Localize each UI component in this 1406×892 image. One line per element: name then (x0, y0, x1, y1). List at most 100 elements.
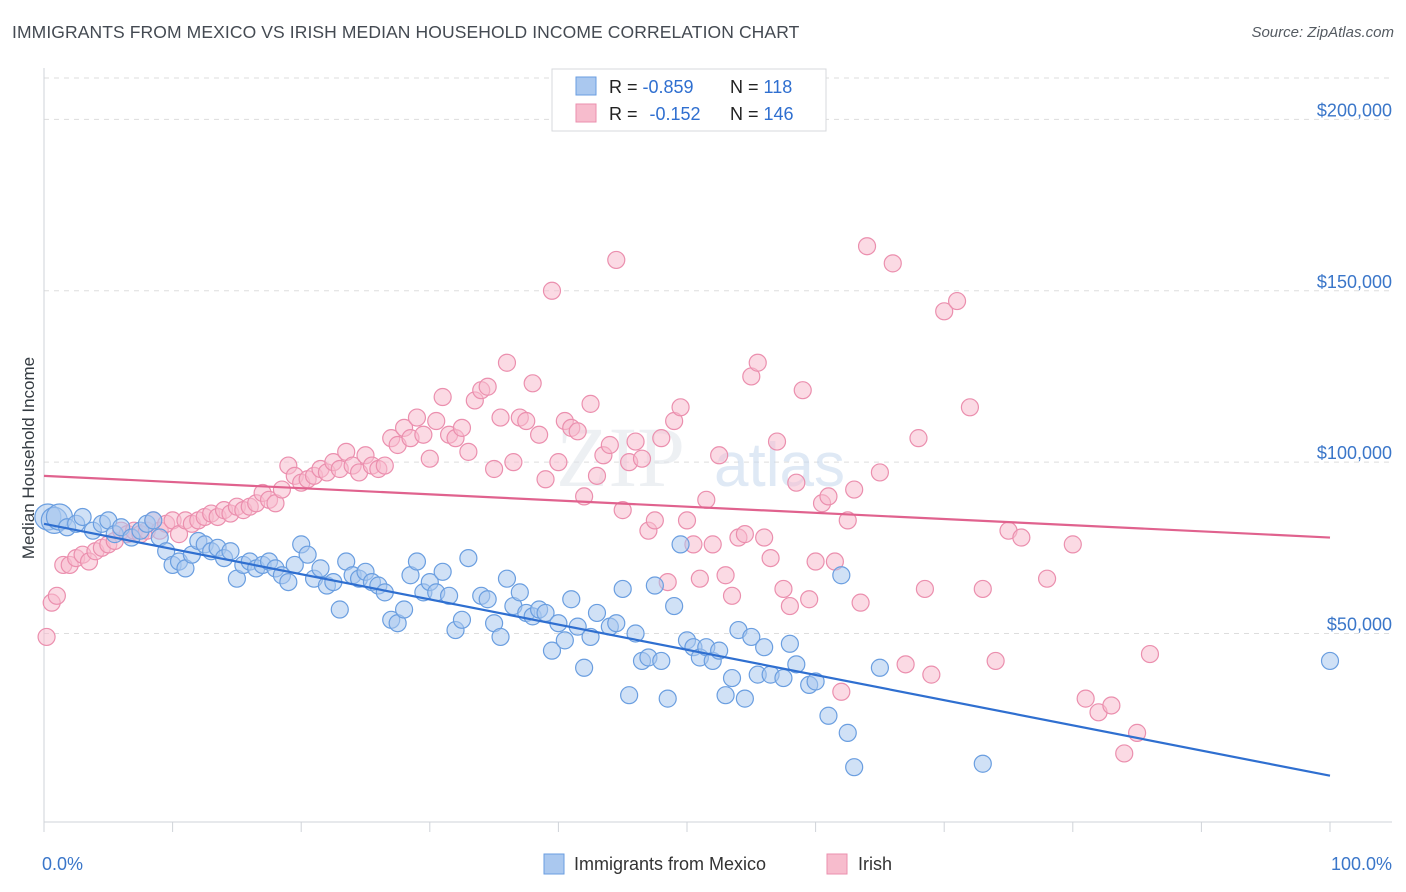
irish-trend-line (43, 474, 1331, 539)
irish-point-142 (1037, 569, 1057, 588)
irish-point-124 (832, 682, 851, 701)
mexico-point-5 (73, 507, 92, 527)
irish-point-59 (414, 425, 433, 444)
irish-point-141 (1012, 528, 1031, 547)
legend-n-label-blue: N = (730, 77, 764, 97)
legend-swatch-blue (575, 76, 597, 96)
irish-point-75 (517, 411, 536, 431)
irish-point-78 (536, 470, 555, 489)
mexico-point-107 (755, 638, 774, 657)
mexico-point-94 (671, 535, 690, 554)
mexico-point-75 (542, 641, 562, 660)
irish-point-114 (767, 432, 787, 451)
mexico-point-59 (433, 562, 452, 581)
irish-point-130 (883, 254, 902, 273)
mexico-point-91 (652, 651, 671, 671)
legend-n-label-pink: N = (730, 104, 764, 124)
irish-point-126 (845, 480, 864, 499)
mexico-point-60 (439, 586, 459, 605)
irish-point-117 (787, 473, 806, 492)
y-tick-label-0: $50,000 (1327, 615, 1392, 635)
irish-point-83 (568, 422, 587, 441)
mexico-point-105 (742, 627, 761, 647)
svg-text:R = -0.859: R = -0.859 (609, 77, 694, 97)
mexico-point-104 (735, 689, 754, 708)
irish-point-92 (626, 432, 645, 451)
legend-bottom-label-pink: Irish (858, 854, 892, 874)
irish-point-104 (703, 535, 722, 554)
mexico-point-14 (144, 511, 163, 530)
legend-n-value-pink: 146 (764, 104, 794, 124)
mexico-point-43 (330, 600, 349, 619)
chart-title: IMMIGRANTS FROM MEXICO VS IRISH MEDIAN H… (12, 22, 800, 42)
legend-box (551, 68, 827, 132)
mexico-trend-line (43, 522, 1331, 777)
irish-point-127 (851, 593, 870, 612)
irish-point-133 (915, 579, 935, 599)
irish-point-112 (755, 528, 774, 547)
irish-point-73 (504, 453, 523, 472)
mexico-point-63 (459, 548, 478, 568)
x-tick-label-0: 0.0% (42, 854, 83, 874)
irish-point-76 (523, 374, 542, 393)
mexico-point-117 (845, 758, 864, 777)
irish-point-93 (632, 449, 652, 468)
mexico-point-65 (478, 590, 497, 609)
irish-point-2 (47, 586, 66, 605)
irish-point-95 (645, 511, 664, 530)
svg-text:N = 118: N = 118 (730, 77, 792, 97)
mexico-point-62 (452, 610, 472, 629)
irish-point-143 (1063, 535, 1082, 554)
mexico-point-70 (510, 583, 529, 602)
irish-point-105 (710, 446, 729, 465)
mexico-point-84 (607, 614, 626, 633)
irish-point-120 (806, 552, 825, 571)
mexico-point-118 (870, 658, 890, 677)
mexico-point-67 (491, 627, 510, 647)
irish-point-58 (407, 408, 427, 427)
irish-point-88 (600, 435, 619, 455)
mexico-point-116 (838, 723, 857, 742)
legend-r-label-pink: R = (609, 104, 643, 124)
mexico-point-120 (1320, 651, 1340, 671)
mexico-point-38 (298, 545, 317, 564)
irish-point-109 (735, 525, 754, 544)
irish-point-71 (491, 408, 510, 427)
axes (43, 68, 1392, 823)
mexico-point-80 (575, 658, 594, 677)
mexico-point-26 (221, 542, 240, 561)
y-tick-labels: $50,000 $100,000 $150,000 $200,000 (1317, 100, 1392, 634)
irish-point-89 (607, 250, 626, 270)
svg-text:R = -0.152: R = -0.152 (609, 104, 701, 124)
irish-point-37 (272, 480, 292, 499)
irish-point-115 (774, 579, 793, 599)
mexico-point-78 (562, 590, 581, 609)
irish-point-147 (1115, 744, 1134, 763)
legend-bottom-label-blue: Immigrants from Mexico (574, 854, 766, 874)
irish-point-100 (677, 511, 697, 530)
irish-point-90 (613, 501, 632, 520)
mexico-points (34, 503, 1340, 777)
irish-point-138 (973, 579, 992, 599)
y-tick-label-3: $200,000 (1317, 100, 1392, 120)
mexico-point-119 (973, 754, 992, 773)
irish-point-69 (478, 377, 497, 396)
irish-point-116 (780, 596, 799, 616)
mexico-point-90 (645, 576, 664, 595)
legend-bottom-swatch-blue (543, 853, 565, 875)
mexico-point-35 (279, 572, 298, 592)
source-label: Source: ZipAtlas.com (1251, 24, 1394, 41)
legend-series: Immigrants from Mexico Irish (543, 853, 892, 875)
irish-point-136 (947, 291, 967, 311)
irish-point-85 (581, 394, 600, 413)
irish-point-72 (497, 353, 517, 372)
irish-point-131 (896, 655, 915, 674)
legend-swatch-pink (575, 103, 597, 123)
svg-text:N = 146: N = 146 (730, 104, 794, 124)
irish-point-77 (530, 425, 549, 444)
irish-point-66 (459, 442, 478, 461)
mexico-point-55 (407, 552, 427, 571)
x-tick-label-1: 100.0% (1331, 854, 1392, 874)
mexico-point-53 (394, 600, 414, 619)
